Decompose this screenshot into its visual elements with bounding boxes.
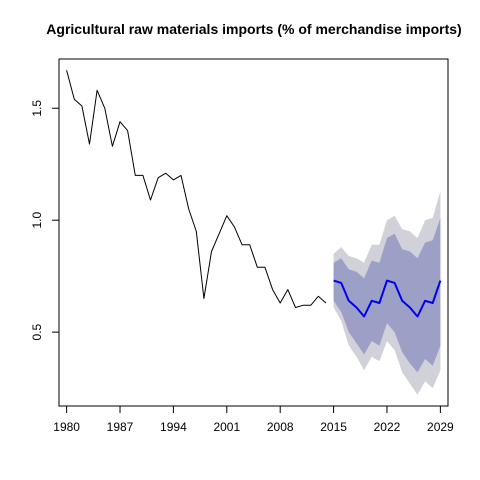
x-axis: 1980 1987 1994 2001 2008 2015 2022 2029 [53,405,454,434]
y-tick-label: 1.0 [30,212,44,229]
inner-interval-band [333,217,441,373]
y-tick-label: 0.5 [30,323,44,340]
forecast-mean-line [333,279,442,318]
x-tick-label: 2029 [427,420,454,434]
x-tick-label: 1994 [160,420,187,434]
y-tick-label: 1.5 [30,100,44,117]
x-tick-label: 2022 [374,420,401,434]
x-tick-label: 2015 [320,420,347,434]
y-axis: 0.5 1.0 1.5 [30,100,60,340]
x-tick-label: 2001 [213,420,240,434]
confidence-bands [333,191,441,395]
series-lines [66,70,442,318]
x-tick-label: 1980 [53,420,80,434]
historical-line [66,70,327,308]
x-tick-label: 1987 [107,420,134,434]
x-tick-label: 2008 [267,420,294,434]
chart-title: Agricultural raw materials imports (% of… [46,21,462,37]
